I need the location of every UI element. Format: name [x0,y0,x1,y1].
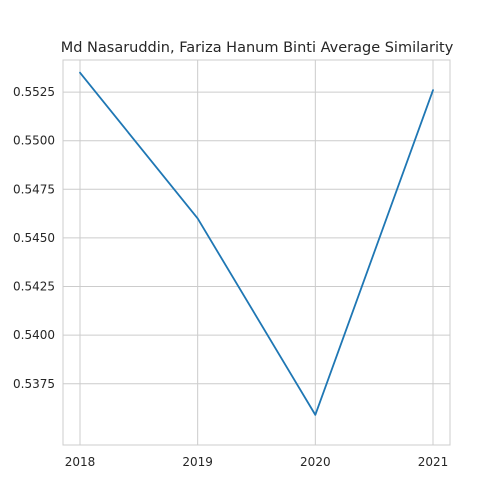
x-tick-label: 2021 [418,455,449,469]
grid-lines [63,60,450,445]
x-tick-label: 2018 [65,455,96,469]
y-tick-label: 0.5475 [13,182,55,196]
x-tick-label: 2020 [300,455,331,469]
x-tick-labels: 2018 2019 2020 2021 [65,455,449,469]
series-group [79,71,434,416]
y-tick-labels: 0.5375 0.5400 0.5425 0.5450 0.5475 0.5500 0.55… [13,85,55,391]
chart-title: Md Nasaruddin, Fariza Hanum Binti Averag… [61,40,454,56]
y-tick-label: 0.5525 [13,85,55,99]
y-tick-label: 0.5450 [13,231,55,245]
x-tick-label: 2019 [182,455,213,469]
series-line [79,71,434,416]
y-tick-label: 0.5425 [13,280,55,294]
y-tick-label: 0.5500 [13,134,55,148]
y-tick-label: 0.5400 [13,328,55,342]
plot-frame [62,59,451,446]
y-tick-label: 0.5375 [13,377,55,391]
